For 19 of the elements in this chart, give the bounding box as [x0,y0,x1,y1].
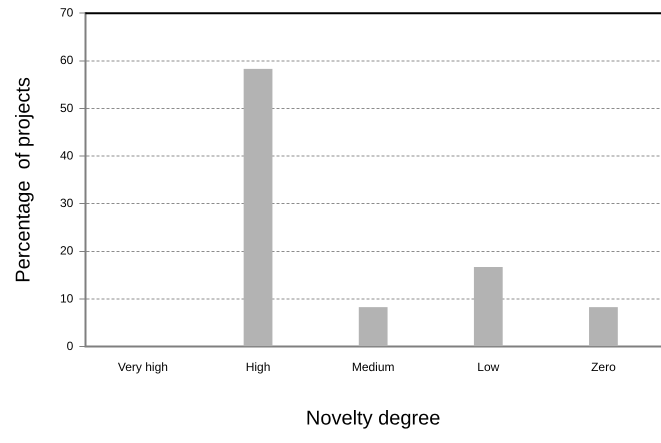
bar [589,307,618,346]
x-tick-label: Medium [352,360,395,374]
bar [474,267,503,346]
x-tick-label: Very high [118,360,168,374]
x-axis-title: Novelty degree [306,408,440,430]
y-tick-label: 50 [60,100,74,115]
y-tick-label: 40 [60,148,74,162]
bar [358,307,388,346]
y-tick-label: 20 [60,244,74,258]
y-axis-title: Percentage of projects [12,77,35,283]
y-tick-label: 60 [60,53,74,68]
x-tick-label: Zero [591,360,616,374]
x-tick-label: Low [477,360,500,374]
x-tick-label: High [246,360,270,374]
y-tick-label: 0 [66,338,74,353]
y-tick-label: 30 [60,196,74,210]
y-tick-label: 70 [60,6,74,20]
bar [244,68,272,346]
y-tick-label: 10 [60,291,74,306]
